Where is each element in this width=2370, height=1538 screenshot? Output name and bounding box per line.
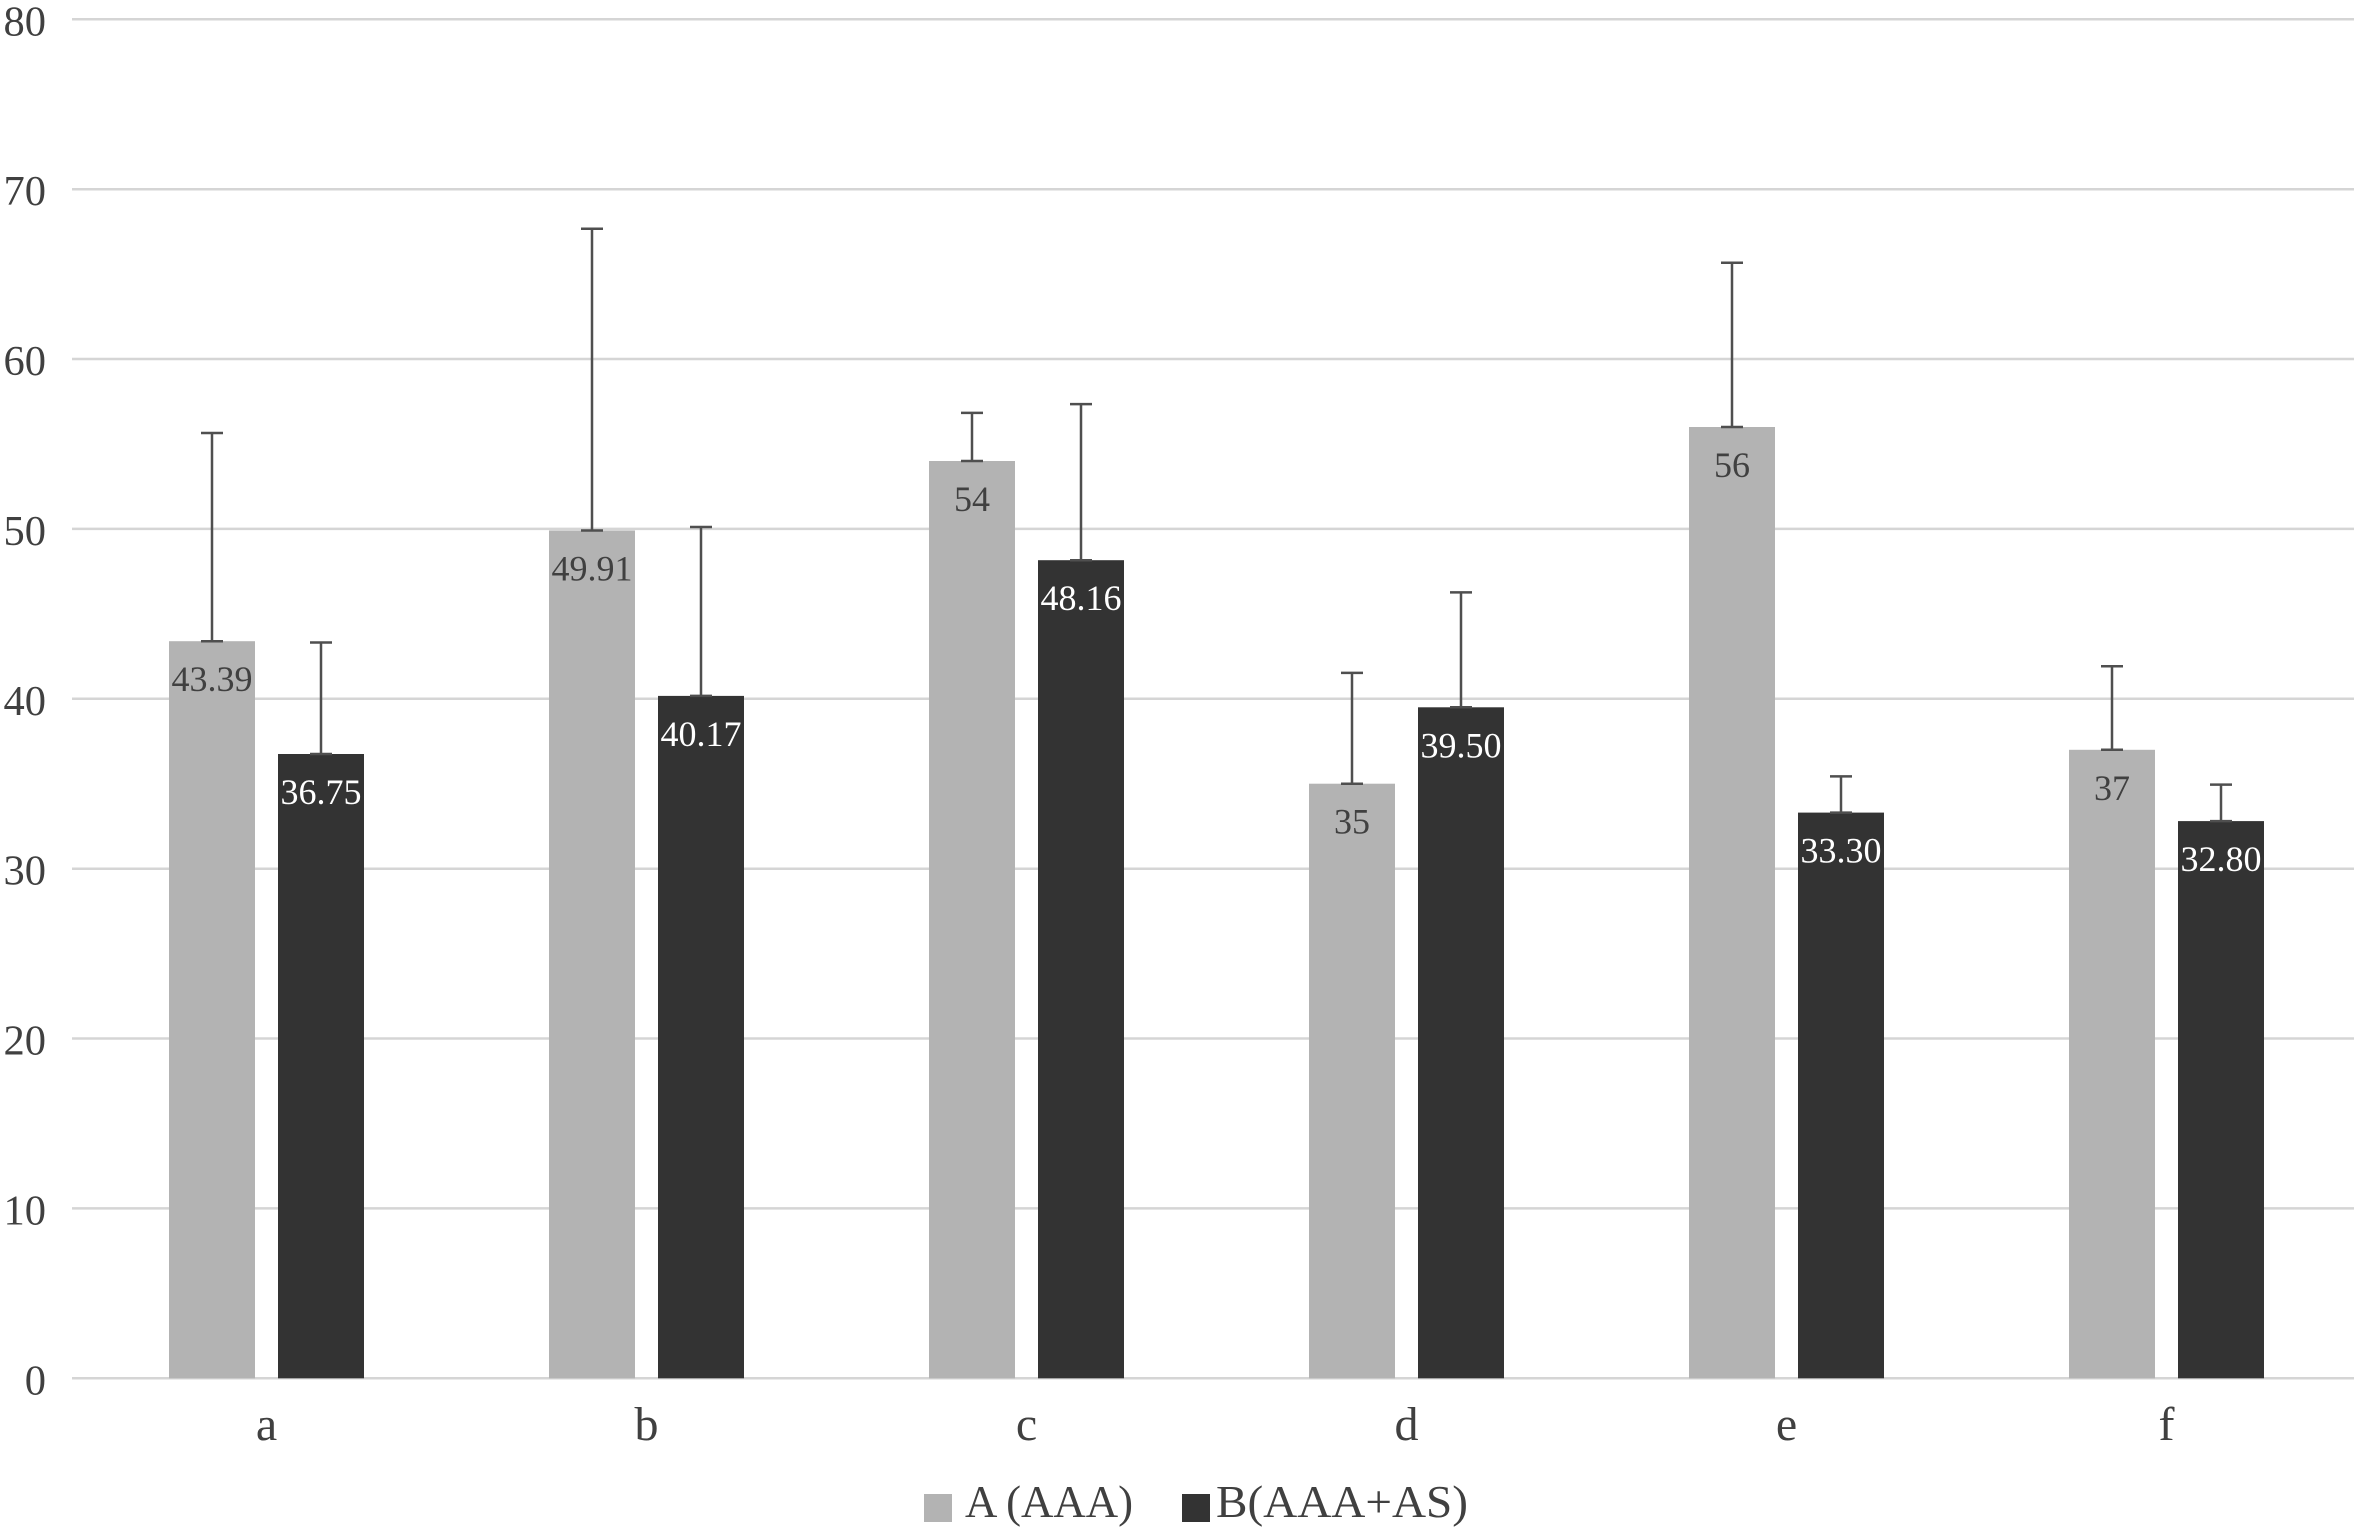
- svg-text:36.75: 36.75: [281, 772, 362, 812]
- svg-text:49.91: 49.91: [552, 549, 633, 589]
- svg-text:50: 50: [4, 508, 47, 555]
- svg-text:e: e: [1776, 1398, 1797, 1451]
- svg-text:43.39: 43.39: [172, 659, 253, 699]
- svg-text:d: d: [1395, 1398, 1419, 1451]
- svg-text:c: c: [1016, 1398, 1037, 1451]
- svg-text:70: 70: [4, 168, 47, 215]
- svg-text:33.30: 33.30: [1801, 831, 1882, 871]
- svg-text:40: 40: [4, 678, 47, 725]
- svg-text:56: 56: [1714, 445, 1750, 485]
- svg-text:60: 60: [4, 338, 47, 385]
- svg-text:40.17: 40.17: [661, 714, 742, 754]
- svg-text:B(AAA+AS): B(AAA+AS): [1216, 1477, 1468, 1527]
- svg-text:A (AAA): A (AAA): [965, 1477, 1133, 1527]
- svg-text:0: 0: [25, 1357, 46, 1404]
- svg-text:37: 37: [2094, 768, 2130, 808]
- svg-text:b: b: [635, 1398, 659, 1451]
- svg-text:a: a: [256, 1398, 277, 1451]
- svg-text:80: 80: [4, 0, 47, 45]
- svg-text:10: 10: [4, 1187, 47, 1234]
- svg-text:35: 35: [1334, 802, 1370, 842]
- svg-text:f: f: [2159, 1398, 2175, 1451]
- svg-text:54: 54: [954, 479, 990, 519]
- svg-text:30: 30: [4, 848, 47, 895]
- svg-text:20: 20: [4, 1018, 47, 1065]
- svg-text:32.80: 32.80: [2181, 839, 2262, 879]
- svg-text:39.50: 39.50: [1421, 725, 1502, 765]
- svg-text:48.16: 48.16: [1041, 578, 1122, 618]
